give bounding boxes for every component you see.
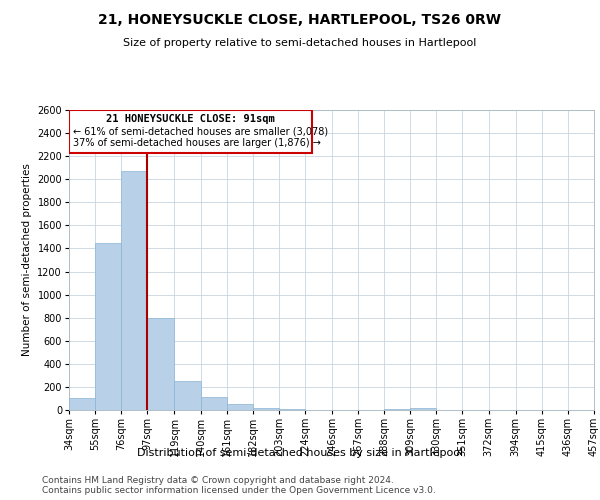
FancyBboxPatch shape [69, 110, 312, 152]
Y-axis label: Number of semi-detached properties: Number of semi-detached properties [22, 164, 32, 356]
Text: 21, HONEYSUCKLE CLOSE, HARTLEPOOL, TS26 0RW: 21, HONEYSUCKLE CLOSE, HARTLEPOOL, TS26 … [98, 12, 502, 26]
Text: Contains HM Land Registry data © Crown copyright and database right 2024.
Contai: Contains HM Land Registry data © Crown c… [42, 476, 436, 495]
Bar [147, 318, 175, 410]
Bar [227, 404, 253, 410]
Bar [253, 408, 279, 410]
Bar [121, 170, 147, 410]
Bar [175, 381, 200, 410]
Text: ← 61% of semi-detached houses are smaller (3,078): ← 61% of semi-detached houses are smalle… [73, 126, 328, 136]
Bar [200, 398, 227, 410]
Bar [95, 242, 121, 410]
Text: Size of property relative to semi-detached houses in Hartlepool: Size of property relative to semi-detach… [124, 38, 476, 48]
Bar [410, 408, 436, 410]
Text: 21 HONEYSUCKLE CLOSE: 91sqm: 21 HONEYSUCKLE CLOSE: 91sqm [106, 114, 275, 124]
Bar [69, 398, 95, 410]
Text: Distribution of semi-detached houses by size in Hartlepool: Distribution of semi-detached houses by … [137, 448, 463, 458]
Text: 37% of semi-detached houses are larger (1,876) →: 37% of semi-detached houses are larger (… [73, 138, 320, 148]
Bar [384, 409, 410, 410]
